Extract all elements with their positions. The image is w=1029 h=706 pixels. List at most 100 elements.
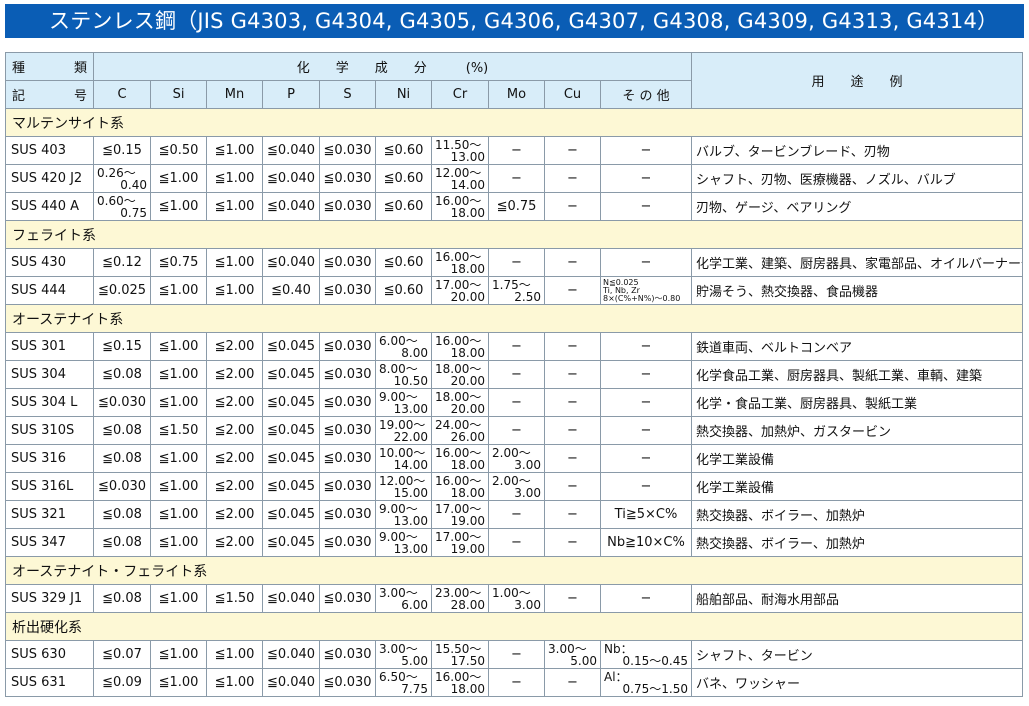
value-cell: − <box>488 416 545 445</box>
value-cell: ≦1.00 <box>206 164 263 193</box>
value-cell: ≦0.030 <box>319 416 376 445</box>
range-value: Nb： 0.15〜0.45 <box>602 643 691 667</box>
value-cell: ≦1.00 <box>206 276 263 305</box>
value-cell: ≦1.00 <box>150 192 207 221</box>
table-row: SUS 304 L ≦0.030 ≦1.00 ≦2.00 ≦0.045 ≦0.030 9.0… <box>5 388 1023 417</box>
range-part: 6.00〜 <box>379 333 418 348</box>
value-cell: 3.00〜 5.00 <box>544 640 601 669</box>
range-value: 10.00〜 14.00 <box>377 447 431 472</box>
range-value: 16.00〜 18.00 <box>433 671 488 695</box>
range-part: 16.00〜 <box>435 445 482 460</box>
note-line: N≦0.025 <box>603 277 639 287</box>
value-cell: ≦0.08 <box>93 584 151 613</box>
range-value: 23.00〜 28.00 <box>433 587 488 611</box>
value-cell: ≦0.030 <box>319 276 376 305</box>
column-header: Cr <box>431 80 489 109</box>
value-cell: − <box>544 136 601 165</box>
value-cell: ≦0.040 <box>262 164 320 193</box>
type-label: 種 <box>12 61 26 76</box>
table-row: SUS 420 J2 0.26〜 0.40 ≦1.00 ≦1.00 ≦0.040 ≦0.03… <box>5 164 1023 193</box>
value-cell: 24.00〜 26.00 <box>431 416 489 445</box>
column-header: P <box>262 80 320 109</box>
value-cell: − <box>488 388 545 417</box>
table-row: SUS 301 ≦0.15 ≦1.00 ≦2.00 ≦0.045 ≦0.030 6.00〜 8… <box>5 332 1023 361</box>
value-cell: ≦0.030 <box>319 444 376 473</box>
grade-cell: SUS 304 <box>5 360 94 389</box>
value-cell: ≦0.030 <box>319 332 376 361</box>
value-cell: 12.00〜 15.00 <box>375 472 432 501</box>
range-part: 19.00〜 <box>379 417 426 432</box>
value-cell: ≦0.60 <box>375 192 432 221</box>
value-cell: Nb≧10×C% <box>600 528 692 557</box>
table-row: SUS 316 ≦0.08 ≦1.00 ≦2.00 ≦0.045 ≦0.030 10.00〜… <box>5 444 1023 473</box>
range-part: 0.60〜 <box>97 193 136 208</box>
value-cell: ≦0.030 <box>319 584 376 613</box>
value-cell: − <box>488 332 545 361</box>
type-label: 類 <box>73 61 87 76</box>
value-cell: ≦0.045 <box>262 528 320 557</box>
range-part: 8.00 <box>401 345 428 360</box>
range-value: 6.50〜 7.75 <box>377 669 431 696</box>
value-cell: ≦0.75 <box>488 192 545 221</box>
table-row: SUS 304 ≦0.08 ≦1.00 ≦2.00 ≦0.045 ≦0.030 8.00〜 1… <box>5 360 1023 389</box>
value-cell: ≦0.15 <box>93 136 151 165</box>
range-part: 15.00 <box>393 485 428 500</box>
value-cell: 3.00〜 5.00 <box>375 640 432 669</box>
section-row: フェライト系 <box>5 220 1023 249</box>
table-row: SUS 444 ≦0.025 ≦1.00 ≦1.00 ≦0.40 ≦0.030 ≦0.60 1… <box>5 276 1023 305</box>
grade-label: 号 <box>73 89 87 104</box>
range-value: 9.00〜 13.00 <box>377 391 431 416</box>
range-part: 0.75 <box>120 205 147 220</box>
range-part: 14.00 <box>393 457 428 472</box>
range-value: 16.00〜 18.00 <box>433 251 488 275</box>
use-cell: バルブ、タービンブレード、刃物 <box>691 136 1023 165</box>
value-cell: ≦0.045 <box>262 472 320 501</box>
range-part: 18.00 <box>450 205 485 220</box>
value-cell: ≦0.07 <box>93 640 151 669</box>
value-cell: − <box>600 416 692 445</box>
table-row: SUS 347 ≦0.08 ≦1.00 ≦2.00 ≦0.045 ≦0.030 9.00〜 1… <box>5 528 1023 557</box>
value-cell: ≦0.030 <box>319 192 376 221</box>
value-cell: ≦0.030 <box>93 472 151 501</box>
value-cell: 17.00〜 20.00 <box>431 276 489 305</box>
value-cell: − <box>488 136 545 165</box>
value-cell: − <box>600 164 692 193</box>
range-part: 6.50〜 <box>379 669 418 684</box>
value-cell: ≦2.00 <box>206 388 263 417</box>
range-value: 17.00〜 19.00 <box>433 531 488 555</box>
value-cell: Al： 0.75〜1.50 <box>600 668 692 697</box>
section-title: フェライト系 <box>5 220 1023 249</box>
grade-cell: SUS 347 <box>5 528 94 557</box>
range-value: 2.00〜 3.00 <box>490 447 544 471</box>
table-row: SUS 329 J1 ≦0.08 ≦1.00 ≦1.50 ≦0.040 ≦0.030 3.0… <box>5 584 1023 613</box>
use-cell: 貯湯そう、熱交換器、食品機器 <box>691 276 1023 305</box>
value-cell: − <box>600 360 692 389</box>
value-cell: − <box>544 444 601 473</box>
value-cell: − <box>600 136 692 165</box>
range-part: 0.75〜1.50 <box>622 681 688 696</box>
value-cell: − <box>544 584 601 613</box>
use-cell: 熱交換器、加熱炉、ガスタービン <box>691 416 1023 445</box>
range-part: 5.00 <box>401 653 428 668</box>
use-cell: 化学工業、建築、厨房器具、家電部品、オイルバーナー部品 <box>691 248 1023 277</box>
range-part: 13.00 <box>393 401 428 416</box>
value-cell: ≦0.08 <box>93 416 151 445</box>
table-row: SUS 630 ≦0.07 ≦1.00 ≦1.00 ≦0.040 ≦0.030 3.00〜 5… <box>5 640 1023 669</box>
value-cell: ≦2.00 <box>206 332 263 361</box>
value-cell: ≦1.00 <box>150 332 207 361</box>
value-cell: ≦0.045 <box>262 360 320 389</box>
value-cell: 16.00〜 18.00 <box>431 192 489 221</box>
column-header: Cu <box>544 80 601 109</box>
range-part: 0.26〜 <box>97 165 136 180</box>
value-cell: ≦2.00 <box>206 528 263 557</box>
range-value: 16.00〜 18.00 <box>433 335 488 359</box>
value-cell: 1.75〜 2.50 <box>488 276 545 305</box>
value-cell: − <box>600 472 692 501</box>
value-cell: − <box>600 192 692 221</box>
value-cell: − <box>544 248 601 277</box>
grade-cell: SUS 316L <box>5 472 94 501</box>
range-part: 7.75 <box>401 681 428 696</box>
range-part: 18.00〜 <box>435 361 482 376</box>
value-cell: ≦1.00 <box>150 500 207 529</box>
value-cell: 16.00〜 18.00 <box>431 444 489 473</box>
